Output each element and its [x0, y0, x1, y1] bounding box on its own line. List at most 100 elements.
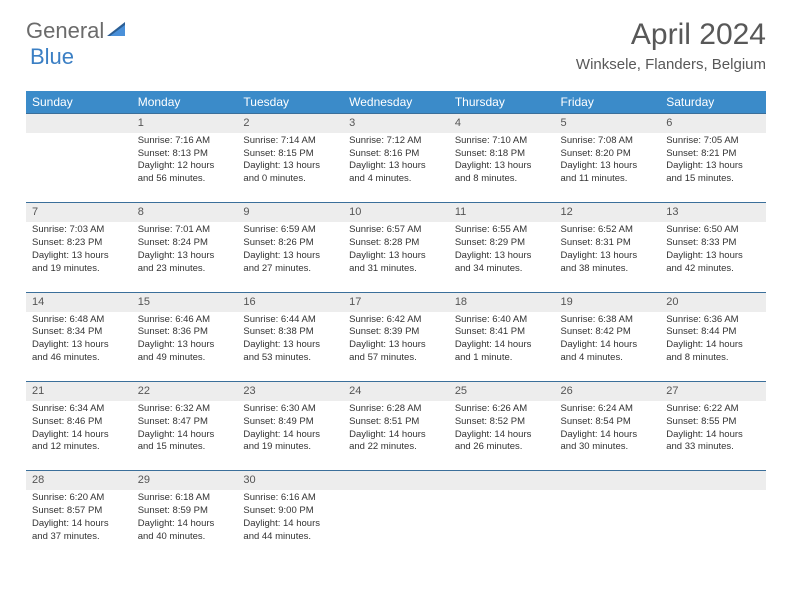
day-number-cell: 22 — [132, 382, 238, 401]
day-info-line: and 34 minutes. — [455, 263, 549, 276]
day-info-line: and 11 minutes. — [561, 173, 655, 186]
day-info-line: Sunset: 8:34 PM — [32, 326, 126, 339]
day-number-cell: 5 — [555, 114, 661, 133]
day-content-cell: Sunrise: 6:48 AMSunset: 8:34 PMDaylight:… — [26, 312, 132, 382]
day-number-cell: 8 — [132, 203, 238, 222]
day-content-cell: Sunrise: 7:16 AMSunset: 8:13 PMDaylight:… — [132, 133, 238, 203]
week-content-row: Sunrise: 7:03 AMSunset: 8:23 PM Daylight:… — [26, 222, 766, 292]
day-number-cell: 20 — [660, 292, 766, 311]
day-info-line: Daylight: 14 hours — [455, 339, 549, 352]
day-info-line: and 8 minutes. — [666, 352, 760, 365]
day-info-line: Daylight: 14 hours — [32, 518, 126, 531]
day-info-line: and 19 minutes. — [32, 263, 126, 276]
day-info-line: Sunrise: 6:55 AM — [455, 224, 549, 237]
day-info-line: Sunrise: 6:40 AM — [455, 314, 549, 327]
day-content-cell: Sunrise: 6:26 AMSunset: 8:52 PMDaylight:… — [449, 401, 555, 471]
day-info-line: Sunrise: 7:12 AM — [349, 135, 443, 148]
day-info-line: Daylight: 13 hours — [243, 250, 337, 263]
day-info-line: Sunrise: 6:46 AM — [138, 314, 232, 327]
week-number-row: 123456 — [26, 114, 766, 133]
day-info-line: Daylight: 13 hours — [349, 160, 443, 173]
week-number-row: 21222324252627 — [26, 382, 766, 401]
day-number-cell: 9 — [237, 203, 343, 222]
day-info-line: and 4 minutes. — [561, 352, 655, 365]
day-header: Friday — [555, 91, 661, 114]
day-info-line: Daylight: 14 hours — [666, 339, 760, 352]
day-content-cell: Sunrise: 7:14 AMSunset: 8:15 PMDaylight:… — [237, 133, 343, 203]
page-header: General April 2024 Winksele, Flanders, B… — [0, 0, 792, 81]
day-content-cell: Sunrise: 6:34 AMSunset: 8:46 PMDaylight:… — [26, 401, 132, 471]
month-title: April 2024 — [576, 18, 766, 52]
day-content-cell: Sunrise: 6:36 AMSunset: 8:44 PMDaylight:… — [660, 312, 766, 382]
logo: General — [26, 18, 131, 44]
day-content-cell — [555, 490, 661, 560]
day-info-line: and 42 minutes. — [666, 263, 760, 276]
day-content-cell: Sunrise: 7:08 AMSunset: 8:20 PMDaylight:… — [555, 133, 661, 203]
day-info-line: Sunset: 8:33 PM — [666, 237, 760, 250]
week-content-row: Sunrise: 6:48 AMSunset: 8:34 PMDaylight:… — [26, 312, 766, 382]
day-number-cell — [555, 471, 661, 490]
day-info-line: Daylight: 12 hours — [138, 160, 232, 173]
day-info-line: Sunrise: 6:32 AM — [138, 403, 232, 416]
day-info-line: Sunset: 8:41 PM — [455, 326, 549, 339]
day-info-line: Sunset: 8:20 PM — [561, 148, 655, 161]
day-content-cell: Sunrise: 6:22 AMSunset: 8:55 PMDaylight:… — [660, 401, 766, 471]
day-number-cell: 13 — [660, 203, 766, 222]
day-info-line: Sunset: 8:54 PM — [561, 416, 655, 429]
day-info-line: Sunset: 8:46 PM — [32, 416, 126, 429]
day-info-line: Sunset: 8:47 PM — [138, 416, 232, 429]
day-info-line: and 26 minutes. — [455, 441, 549, 454]
day-number-cell: 15 — [132, 292, 238, 311]
day-info-line: Sunset: 8:31 PM — [561, 237, 655, 250]
day-info-line: Sunset: 8:29 PM — [455, 237, 549, 250]
location-text: Winksele, Flanders, Belgium — [576, 56, 766, 73]
day-info-line: Daylight: 14 hours — [138, 518, 232, 531]
day-info-line: and 1 minute. — [455, 352, 549, 365]
day-info-line: and 4 minutes. — [349, 173, 443, 186]
day-info-line: and 56 minutes. — [138, 173, 232, 186]
day-info-line: Daylight: 13 hours — [349, 250, 443, 263]
week-content-row: Sunrise: 6:34 AMSunset: 8:46 PMDaylight:… — [26, 401, 766, 471]
day-number-cell: 2 — [237, 114, 343, 133]
day-info-line: Sunset: 8:42 PM — [561, 326, 655, 339]
day-number-cell — [449, 471, 555, 490]
day-info-line: and 19 minutes. — [243, 441, 337, 454]
day-number-cell: 30 — [237, 471, 343, 490]
day-number-cell: 3 — [343, 114, 449, 133]
day-info-line: Sunset: 8:57 PM — [32, 505, 126, 518]
day-info-line: and 53 minutes. — [243, 352, 337, 365]
day-info-line: Daylight: 13 hours — [138, 339, 232, 352]
day-number-cell: 21 — [26, 382, 132, 401]
day-content-cell: Sunrise: 6:44 AMSunset: 8:38 PMDaylight:… — [237, 312, 343, 382]
logo-text-blue: Blue — [30, 44, 74, 69]
day-info-line: Sunrise: 7:03 AM — [32, 224, 126, 237]
day-info-line: Sunrise: 7:08 AM — [561, 135, 655, 148]
day-info-line: Sunrise: 6:38 AM — [561, 314, 655, 327]
day-content-cell: Sunrise: 6:38 AMSunset: 8:42 PMDaylight:… — [555, 312, 661, 382]
day-info-line: Sunset: 8:55 PM — [666, 416, 760, 429]
day-info-line: Sunrise: 6:36 AM — [666, 314, 760, 327]
day-info-line: Sunrise: 7:16 AM — [138, 135, 232, 148]
day-info-line: and 57 minutes. — [349, 352, 443, 365]
day-content-cell: Sunrise: 6:28 AMSunset: 8:51 PMDaylight:… — [343, 401, 449, 471]
day-number-cell: 1 — [132, 114, 238, 133]
day-info-line: Daylight: 13 hours — [349, 339, 443, 352]
day-number-cell — [343, 471, 449, 490]
week-content-row: Sunrise: 7:16 AMSunset: 8:13 PMDaylight:… — [26, 133, 766, 203]
day-info-line: Sunset: 8:23 PM — [32, 237, 126, 250]
day-info-line: Daylight: 13 hours — [243, 160, 337, 173]
day-info-line: Sunrise: 6:50 AM — [666, 224, 760, 237]
day-number-cell: 29 — [132, 471, 238, 490]
day-content-cell — [343, 490, 449, 560]
day-content-cell: Sunrise: 6:42 AMSunset: 8:39 PMDaylight:… — [343, 312, 449, 382]
day-info-line: and 27 minutes. — [243, 263, 337, 276]
day-info-line: Daylight: 13 hours — [138, 250, 232, 263]
day-info-line: and 30 minutes. — [561, 441, 655, 454]
day-info-line: and 44 minutes. — [243, 531, 337, 544]
day-info-line: Sunrise: 6:44 AM — [243, 314, 337, 327]
day-number-cell: 18 — [449, 292, 555, 311]
day-number-cell: 27 — [660, 382, 766, 401]
day-content-cell — [660, 490, 766, 560]
day-info-line: Daylight: 13 hours — [561, 160, 655, 173]
day-content-cell: Sunrise: 6:46 AMSunset: 8:36 PMDaylight:… — [132, 312, 238, 382]
